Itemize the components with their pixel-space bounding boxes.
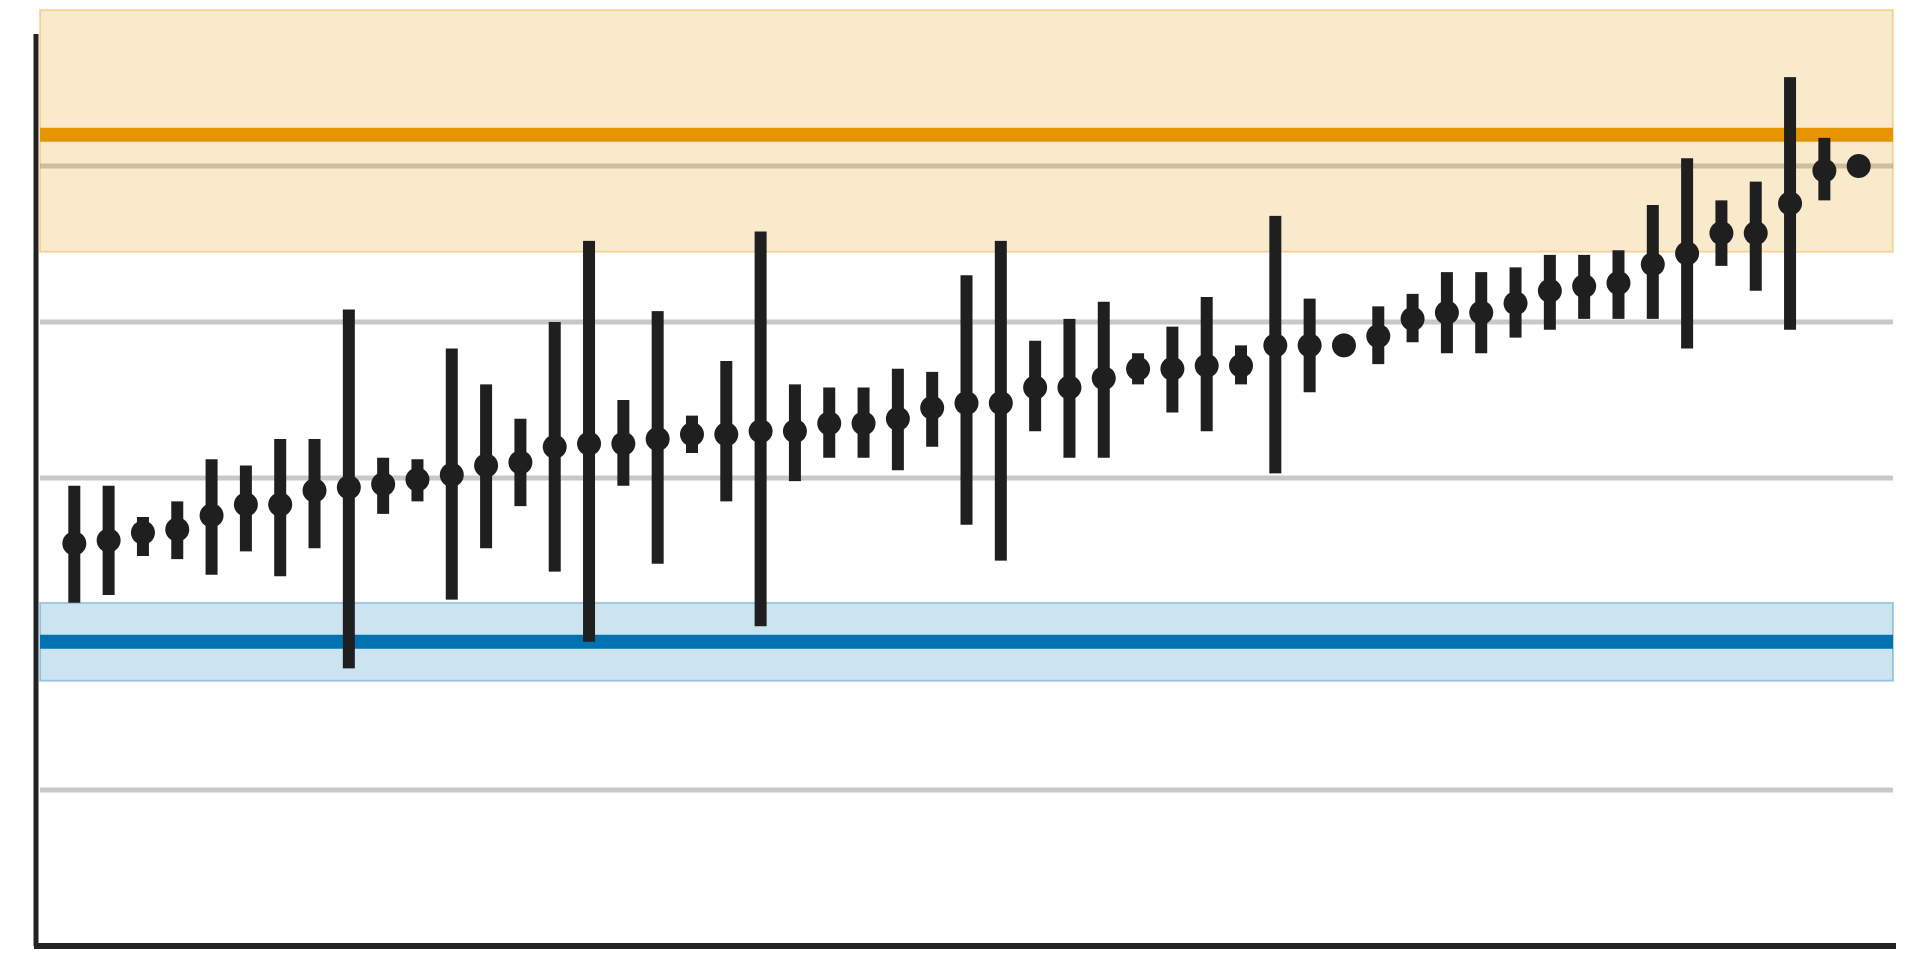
data-point-13 [508, 450, 533, 475]
data-point-2 [130, 520, 155, 545]
data-point-3 [165, 517, 190, 542]
data-point-11 [439, 462, 464, 487]
data-point-18 [679, 422, 704, 447]
data-point-20 [748, 419, 773, 444]
data-point-14 [542, 434, 567, 459]
data-point-25 [920, 395, 945, 420]
data-point-37 [1331, 333, 1356, 358]
data-point-26 [954, 391, 979, 416]
data-point-27 [988, 391, 1013, 416]
data-point-50 [1778, 191, 1803, 216]
data-point-44 [1572, 274, 1597, 299]
data-point-40 [1434, 300, 1459, 325]
data-point-9 [371, 472, 396, 497]
data-point-51 [1812, 158, 1837, 183]
data-point-42 [1503, 291, 1528, 316]
data-point-38 [1366, 324, 1391, 349]
data-point-5 [233, 492, 258, 517]
data-point-7 [302, 478, 327, 503]
data-point-4 [199, 503, 224, 528]
data-point-41 [1469, 300, 1494, 325]
data-point-23 [851, 411, 876, 436]
data-point-15 [577, 431, 602, 456]
data-point-49 [1743, 221, 1768, 246]
data-point-0 [62, 531, 87, 556]
data-point-8 [336, 475, 361, 500]
data-point-21 [782, 419, 807, 444]
data-point-12 [474, 453, 499, 478]
data-point-48 [1709, 221, 1734, 246]
data-point-28 [1023, 375, 1048, 400]
data-point-45 [1606, 271, 1631, 295]
data-point-47 [1675, 241, 1700, 266]
data-point-19 [714, 422, 739, 447]
data-point-30 [1091, 366, 1116, 391]
data-point-31 [1126, 356, 1151, 381]
data-point-6 [268, 492, 293, 517]
data-point-16 [611, 431, 636, 456]
data-point-52 [1846, 154, 1871, 178]
data-point-33 [1194, 353, 1219, 378]
data-point-36 [1297, 333, 1322, 358]
axes [33, 34, 1896, 949]
data-point-1 [96, 528, 121, 553]
data-point-24 [885, 406, 910, 431]
data-point-46 [1640, 252, 1665, 277]
data-point-39 [1400, 306, 1425, 331]
data-point-17 [645, 427, 670, 451]
data-point-34 [1229, 353, 1254, 378]
data-point-32 [1160, 356, 1185, 381]
data-point-10 [405, 467, 430, 492]
data-points [62, 154, 1871, 556]
data-point-22 [817, 411, 842, 436]
data-point-35 [1263, 333, 1288, 358]
data-point-43 [1537, 278, 1562, 303]
data-point-29 [1057, 375, 1082, 400]
